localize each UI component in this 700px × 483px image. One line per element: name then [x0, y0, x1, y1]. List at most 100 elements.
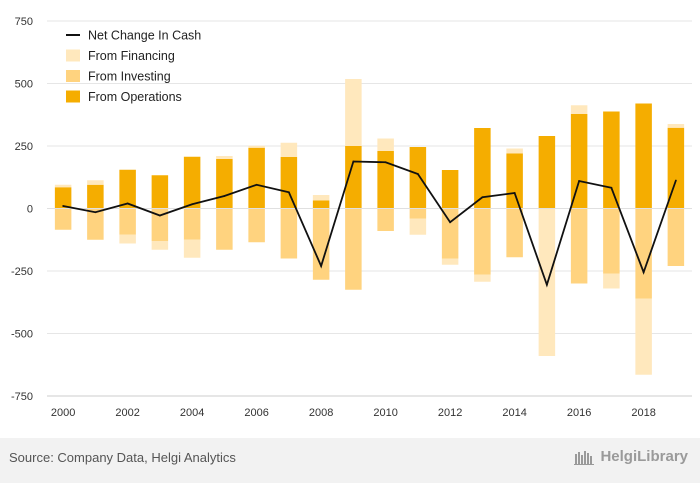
y-tick-label: 0: [27, 204, 33, 216]
y-tick-label: 500: [15, 79, 33, 91]
bar-from-investing: [119, 208, 136, 235]
bar-from-operations: [635, 103, 652, 209]
bar-from-operations: [280, 157, 298, 209]
bar-from-investing: [151, 208, 169, 241]
bar-from-operations: [183, 156, 201, 209]
line-point: [449, 221, 452, 224]
bar-from-financing: [183, 239, 201, 258]
bar-from-financing: [280, 142, 298, 157]
bar-from-investing: [635, 208, 652, 299]
source-note: Source: Company Data, Helgi Analytics: [9, 450, 236, 465]
bar-from-operations: [538, 136, 556, 209]
bar-from-investing: [54, 208, 72, 230]
bar-from-financing: [312, 195, 330, 201]
line-point: [287, 191, 290, 194]
bar-from-operations: [474, 128, 491, 209]
bar-from-financing: [54, 184, 72, 188]
bar-from-investing: [506, 208, 523, 258]
bar-from-investing: [409, 208, 427, 219]
x-tick-label: 2002: [115, 407, 139, 419]
bar-from-financing: [377, 138, 394, 151]
line-point: [545, 283, 548, 286]
line-point: [223, 195, 226, 197]
bar-from-financing: [151, 241, 169, 250]
line-point: [158, 214, 161, 217]
x-tick-label: 2006: [244, 407, 268, 419]
x-tick-label: 2016: [567, 407, 591, 419]
bar-from-investing: [345, 208, 362, 290]
bar-from-operations: [441, 170, 459, 209]
bar-from-operations: [409, 147, 427, 209]
x-tick-label: 2012: [438, 407, 462, 419]
bar-from-financing: [506, 148, 523, 154]
bar-from-operations: [87, 184, 104, 209]
x-tick-label: 2008: [309, 407, 333, 419]
bar-from-investing: [248, 208, 265, 243]
y-tick-label: -500: [11, 329, 33, 341]
x-tick-label: 2010: [373, 407, 397, 419]
bar-from-financing: [216, 156, 233, 159]
legend-label: From Operations: [88, 90, 182, 104]
bar-from-investing: [280, 208, 298, 259]
line-point: [320, 265, 323, 267]
bar-from-investing: [474, 208, 491, 275]
bar-from-operations: [248, 147, 265, 209]
line-point: [384, 161, 387, 164]
bar-from-investing: [603, 208, 620, 274]
library-icon: [574, 450, 595, 465]
x-tick-label: 2004: [180, 407, 204, 419]
bar-from-investing: [667, 208, 685, 266]
bar-from-operations: [54, 187, 72, 209]
chart: -750 -500 -250 0 250 500 750 2000 2002 2004 2006 20…: [11, 16, 692, 419]
bar-from-operations: [506, 153, 523, 209]
bar-from-investing: [441, 208, 459, 259]
bar-from-investing: [87, 208, 104, 240]
legend-swatch: [66, 49, 80, 62]
bar-from-investing: [570, 208, 588, 284]
line-point: [255, 183, 258, 186]
line-point: [94, 211, 97, 214]
line-point: [610, 186, 613, 189]
bar-from-financing: [345, 79, 362, 146]
y-tick-label: -250: [11, 266, 33, 278]
x-tick-label: 2000: [51, 407, 75, 419]
line-point: [674, 179, 677, 182]
y-tick-label: -750: [11, 391, 33, 403]
bar-from-financing: [474, 274, 491, 282]
legend-swatch: [66, 90, 80, 103]
bar-from-operations: [216, 159, 233, 209]
bar-from-financing: [570, 105, 588, 114]
brand-logo[interactable]: HelgiLibrary: [574, 448, 688, 465]
line-point: [191, 203, 194, 206]
y-tick-label: 750: [15, 16, 33, 28]
bar-from-operations: [570, 114, 588, 209]
brand-name: HelgiLibrary: [600, 448, 688, 465]
line-point: [513, 192, 516, 194]
bar-from-operations: [377, 151, 394, 209]
x-tick-label: 2014: [502, 407, 526, 419]
line-point: [578, 180, 581, 182]
line-point: [481, 196, 484, 199]
legend-label: From Investing: [88, 70, 171, 84]
bar-from-financing: [248, 145, 265, 148]
bar-from-operations: [151, 175, 169, 209]
bar-from-financing: [441, 258, 459, 265]
legend-label: Net Change In Cash: [88, 29, 201, 43]
footer: Source: Company Data, Helgi Analytics He…: [0, 438, 700, 483]
bar-from-financing: [119, 234, 136, 244]
y-tick-label: 250: [15, 141, 33, 153]
bar-from-financing: [667, 124, 685, 128]
bar-from-investing: [183, 208, 201, 240]
bar-from-operations: [312, 200, 330, 209]
bar-from-financing: [603, 273, 620, 289]
bar-from-operations: [119, 169, 136, 209]
line-point: [416, 173, 419, 175]
bar-from-financing: [635, 298, 652, 375]
legend-label: From Financing: [88, 49, 175, 63]
bar-from-investing: [216, 208, 233, 250]
line-point: [352, 160, 355, 163]
series-line-net-change-in-cash: [62, 160, 677, 288]
line-point: [62, 205, 65, 207]
bar-from-financing: [409, 218, 427, 235]
bar-from-operations: [603, 111, 620, 209]
